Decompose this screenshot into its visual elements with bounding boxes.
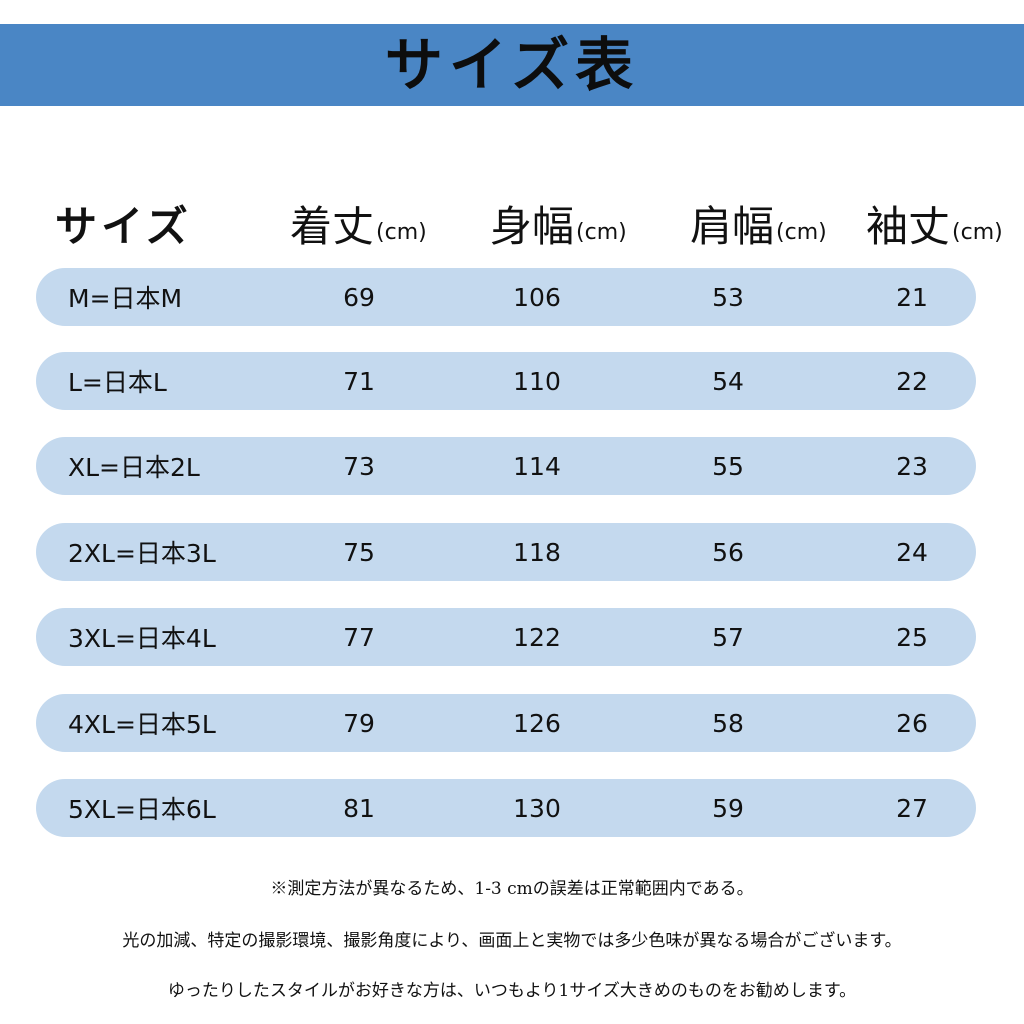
row-length: 81 [343,793,375,823]
table-row: 5XL=日本6L 81 130 59 27 [36,779,976,837]
table-row: M=日本M 69 106 53 21 [36,268,976,326]
header-width: 身幅 (cm) [490,178,627,248]
row-size: 5XL=日本6L [68,795,216,824]
table-row: 3XL=日本4L 77 122 57 25 [36,608,976,666]
table-header: サイズ 着丈 (cm) 身幅 (cm) 肩幅 (cm) 袖丈 (cm) [0,178,1024,248]
row-shoulder: 57 [712,622,744,652]
row-length: 75 [343,537,375,567]
header-length-label: 着丈 [290,202,375,251]
row-width: 130 [513,793,561,823]
header-length-unit: (cm) [376,220,427,245]
row-width: 126 [513,708,561,738]
row-shoulder: 54 [712,366,744,396]
row-size: XL=日本2L [68,453,200,482]
color-note: 光の加減、特定の撮影環境、撮影角度により、画面上と実物では多少色味が異なる場合が… [122,931,902,951]
table-row: L=日本L 71 110 54 22 [36,352,976,410]
header-shoulder-unit: (cm) [776,220,827,245]
table-row: 2XL=日本3L 75 118 56 24 [36,523,976,581]
row-sleeve: 26 [896,708,928,738]
row-sleeve: 21 [896,282,928,312]
row-shoulder: 59 [712,793,744,823]
header-length: 着丈 (cm) [290,178,427,248]
row-length: 71 [343,366,375,396]
header-shoulder: 肩幅 (cm) [690,178,827,248]
row-sleeve: 27 [896,793,928,823]
table-row: XL=日本2L 73 114 55 23 [36,437,976,495]
row-width: 106 [513,282,561,312]
row-size: M=日本M [68,284,183,313]
header-width-label: 身幅 [490,202,575,251]
row-shoulder: 53 [712,282,744,312]
row-size: 3XL=日本4L [68,624,216,653]
row-shoulder: 58 [712,708,744,738]
row-sleeve: 22 [896,366,928,396]
row-length: 77 [343,622,375,652]
header-width-unit: (cm) [576,220,627,245]
row-size: 2XL=日本3L [68,539,216,568]
header-shoulder-label: 肩幅 [690,202,775,251]
row-shoulder: 55 [712,451,744,481]
row-length: 73 [343,451,375,481]
row-length: 79 [343,708,375,738]
table-row: 4XL=日本5L 79 126 58 26 [36,694,976,752]
row-width: 110 [513,366,561,396]
header-size: サイズ [55,178,192,248]
row-width: 122 [513,622,561,652]
row-size: 4XL=日本5L [68,710,216,739]
row-sleeve: 25 [896,622,928,652]
header-sleeve: 袖丈 (cm) [866,178,1003,248]
header-sleeve-label: 袖丈 [866,202,951,251]
header-sleeve-unit: (cm) [952,220,1003,245]
row-sleeve: 24 [896,537,928,567]
row-shoulder: 56 [712,537,744,567]
size-advice-note: ゆったりしたスタイルがお好きな方は、いつもより1サイズ大きめのものをお勧めします… [167,981,857,1001]
title-banner: サイズ表 [0,24,1024,106]
row-length: 69 [343,282,375,312]
row-width: 118 [513,537,561,567]
page-title: サイズ表 [384,31,640,99]
header-size-label: サイズ [55,202,192,251]
row-width: 114 [513,451,561,481]
row-size: L=日本L [68,368,167,397]
row-sleeve: 23 [896,451,928,481]
measurement-note: ※測定方法が異なるため、1-3 cmの誤差は正常範囲内である。 [270,879,754,899]
